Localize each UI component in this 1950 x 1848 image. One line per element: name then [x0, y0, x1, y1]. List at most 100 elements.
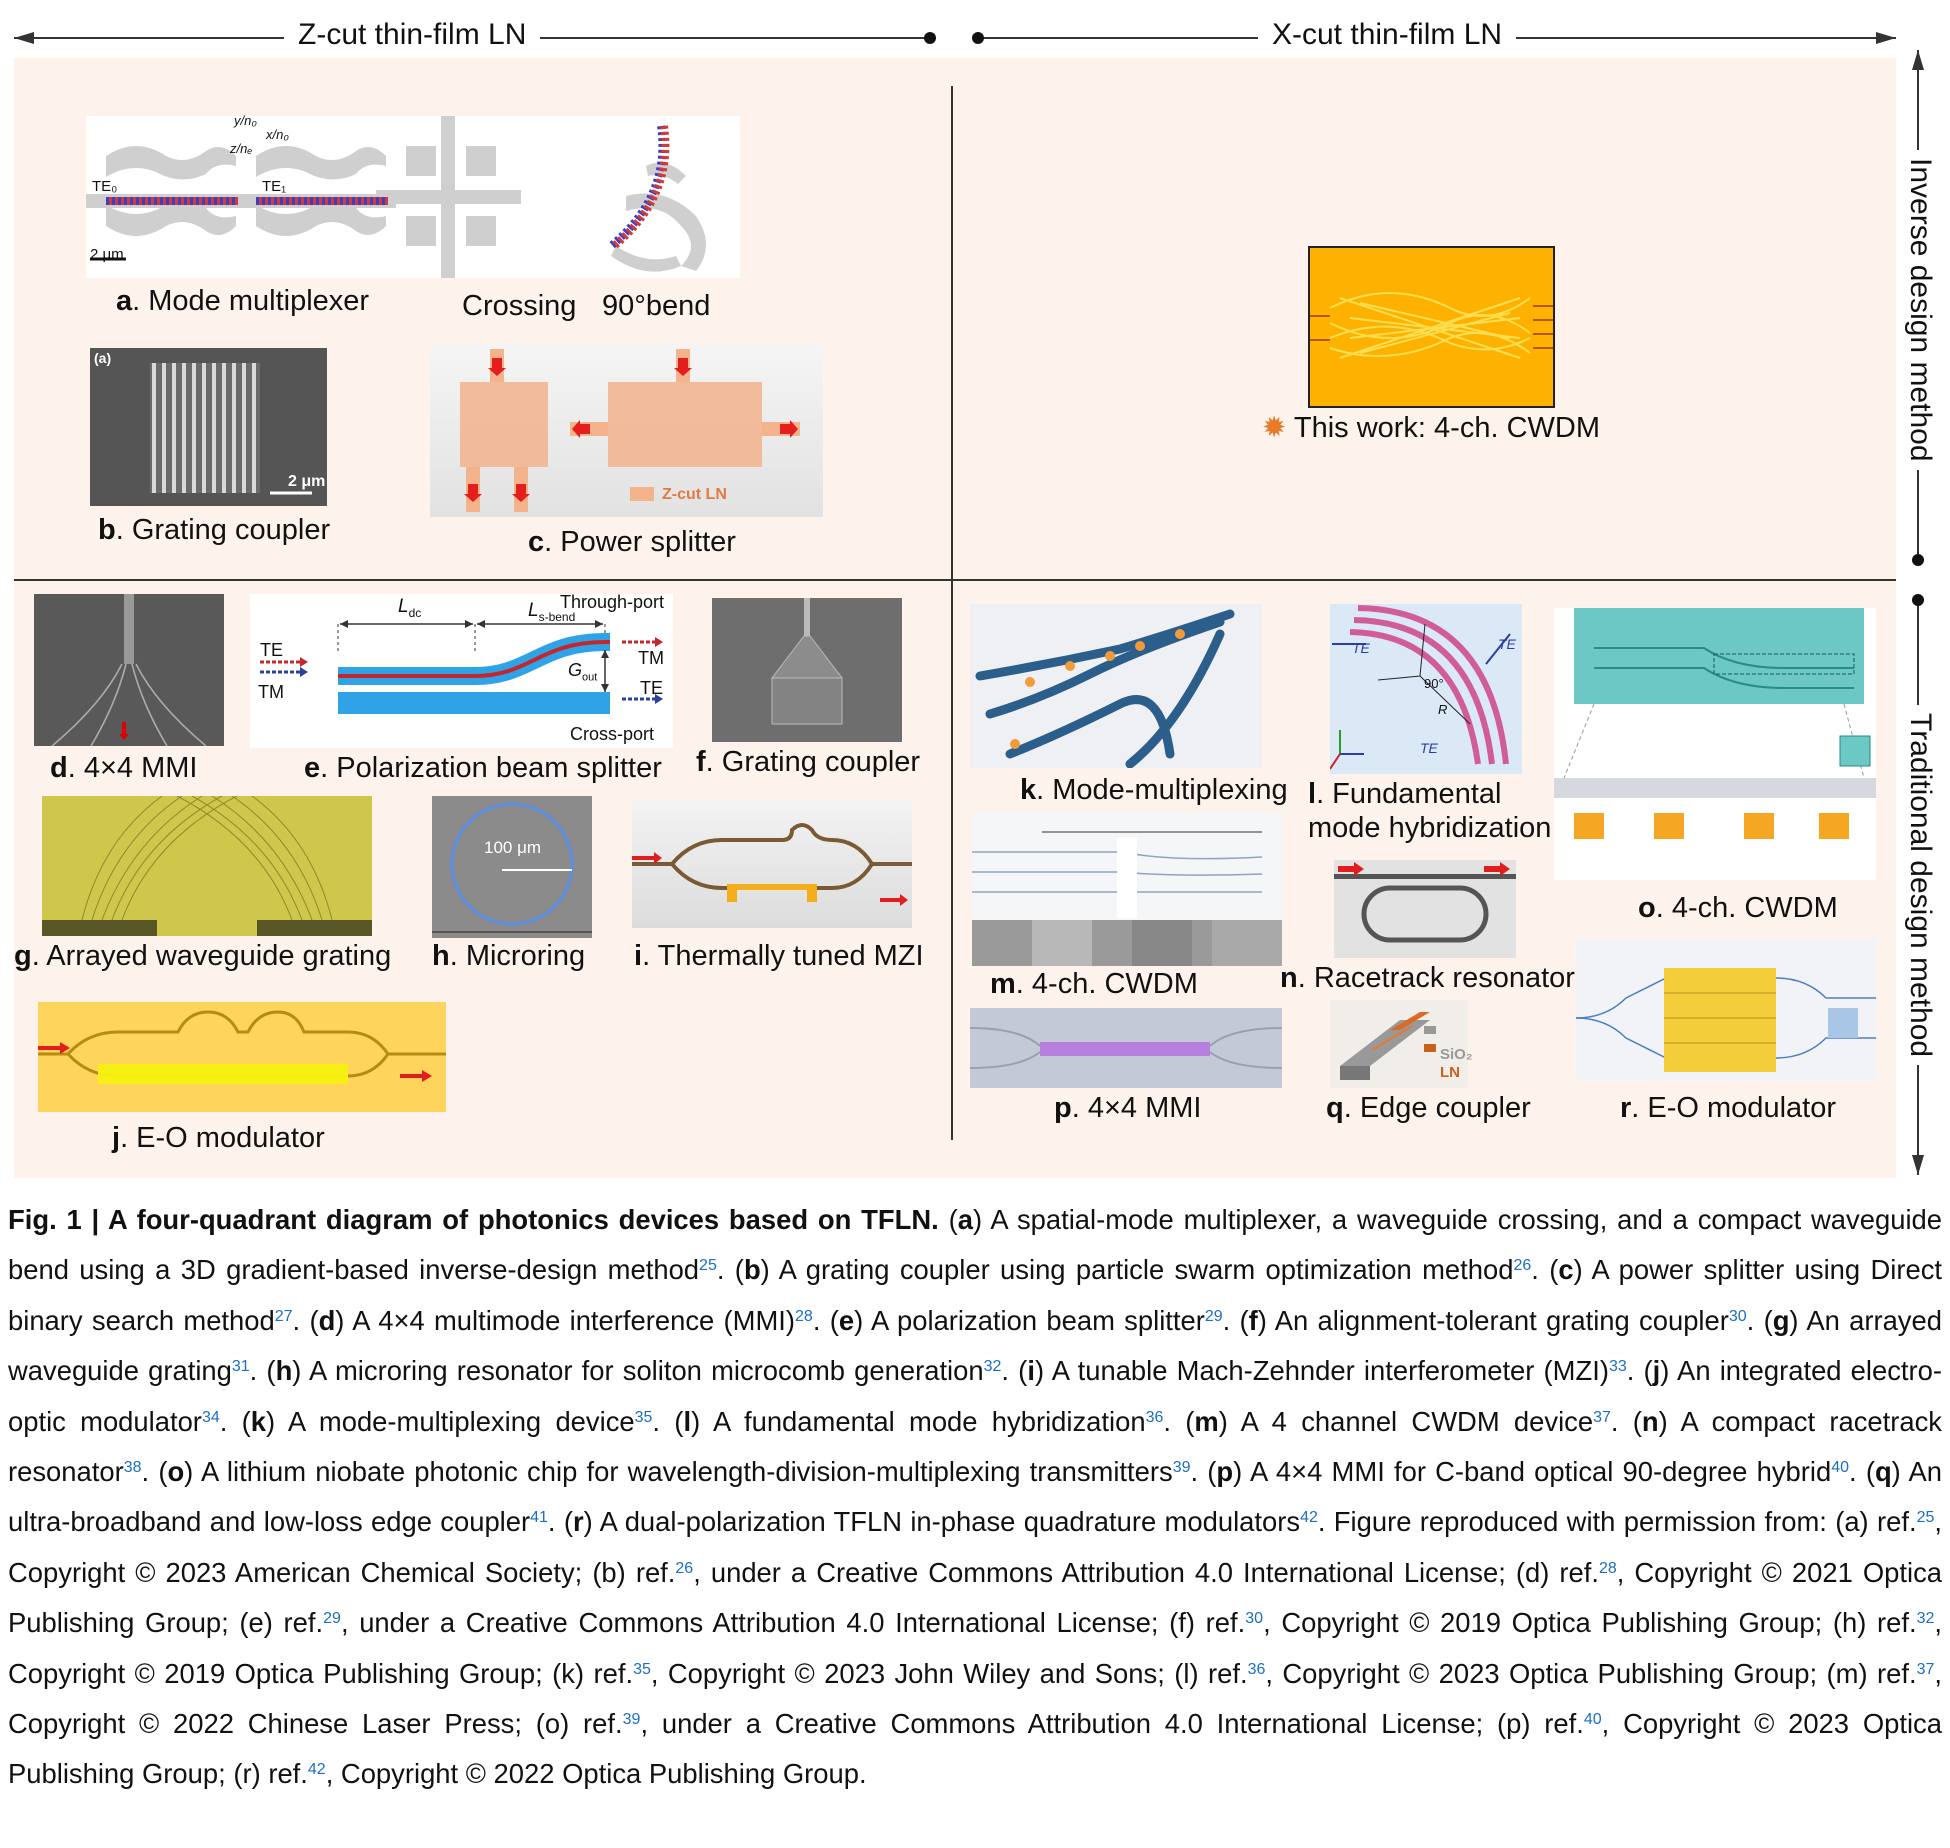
caption-panel-letter: q	[1874, 1456, 1892, 1488]
panel-a-image	[86, 116, 740, 278]
reference-link[interactable]: 37	[1593, 1408, 1611, 1426]
reference-link[interactable]: 42	[307, 1761, 326, 1779]
reference-link[interactable]: 37	[1916, 1660, 1935, 1678]
caption-j: j. E-O modulator	[112, 1122, 325, 1154]
caption-text: . Figure reproduced with permission from…	[1317, 1506, 1917, 1538]
reference-link[interactable]: 31	[231, 1358, 250, 1376]
l-te1: TE	[1352, 640, 1370, 656]
caption-b: b. Grating coupler	[98, 514, 331, 546]
reference-link[interactable]: 28	[795, 1307, 813, 1325]
caption-text: ) A dual-polarization TFLN in-phase quad…	[583, 1506, 1301, 1538]
caption-text: , Copyright © 2023 Optica Publishing Gro…	[1265, 1657, 1917, 1689]
caption-panel-letter: d	[318, 1304, 336, 1336]
caption-panel-letter: h	[275, 1355, 293, 1387]
panel-h-image	[432, 796, 592, 938]
reference-link[interactable]: 40	[1583, 1711, 1602, 1729]
caption-l: l. Fundamental	[1308, 778, 1502, 810]
l-te2: TE	[1498, 636, 1516, 652]
caption-text: . (	[219, 1405, 251, 1437]
panel-o-image	[1554, 608, 1876, 880]
reference-link[interactable]: 25	[699, 1257, 717, 1275]
panel-j-image	[38, 1002, 446, 1112]
caption-text: ) A power splitter using Direct binary s…	[8, 1254, 1943, 1336]
reference-link[interactable]: 27	[274, 1307, 293, 1325]
reference-link[interactable]: 42	[1300, 1509, 1318, 1527]
panel-b-image	[90, 348, 327, 506]
panel-c-image	[430, 344, 823, 517]
caption-h: h. Microring	[432, 940, 586, 972]
reference-link[interactable]: 29	[323, 1610, 341, 1628]
reference-link[interactable]: 29	[1204, 1307, 1223, 1325]
reference-link[interactable]: 33	[1608, 1358, 1627, 1376]
caption-f: f. Grating coupler	[696, 746, 921, 778]
caption-text: . (	[812, 1304, 839, 1336]
panel-k-image	[970, 604, 1262, 768]
caption-text: . (	[1746, 1304, 1773, 1336]
reference-link[interactable]: 40	[1831, 1459, 1850, 1477]
tm-in-label: TM	[258, 682, 284, 702]
reference-link[interactable]: 34	[201, 1408, 220, 1426]
caption-panel-letter: l	[683, 1405, 692, 1437]
caption-text: . (	[547, 1506, 573, 1538]
reference-link[interactable]: 26	[1513, 1257, 1532, 1275]
caption-q: q. Edge coupler	[1326, 1092, 1531, 1124]
reference-link[interactable]: 36	[1145, 1408, 1164, 1426]
caption-panel-letter: n	[1641, 1405, 1659, 1437]
reference-link[interactable]: 35	[634, 1408, 653, 1426]
panel-b-tag: (a)	[94, 350, 112, 366]
reference-link[interactable]: 30	[1728, 1307, 1747, 1325]
panel-r-image	[1576, 938, 1876, 1080]
caption-c: c. Power splitter	[528, 526, 736, 558]
scale-bar-h: 100 μm	[484, 838, 542, 857]
caption-text: ) An integrated electro-optic modulator	[8, 1355, 1943, 1437]
lsbend-label: Ls-bend	[528, 600, 576, 624]
reference-link[interactable]: 35	[633, 1660, 651, 1678]
axis-y-label: y/n₀	[234, 113, 257, 128]
caption-crossing: Crossing	[462, 290, 577, 322]
caption-text: , Copyright © 2023 Optica Publishing Gro…	[8, 1708, 1942, 1790]
caption-text: (	[938, 1204, 958, 1235]
caption-text: ) A polarization beam splitter	[854, 1304, 1205, 1336]
x-cut-label: X-cut thin-film LN	[1258, 18, 1517, 52]
caption-g: g. Arrayed waveguide grating	[14, 940, 392, 972]
caption-this-work: ✹ This work: 4-ch. CWDM	[1262, 412, 1600, 444]
reference-link[interactable]: 26	[675, 1559, 694, 1577]
reference-link[interactable]: 25	[1916, 1509, 1935, 1527]
caption-r: r. E-O modulator	[1620, 1092, 1836, 1124]
te-in-label: TE	[260, 640, 284, 660]
reference-link[interactable]: 41	[530, 1509, 548, 1527]
caption-text: . (	[1849, 1456, 1875, 1488]
cross-port-label: Cross-port	[570, 724, 655, 744]
inverse-design-label: Inverse design method	[1903, 150, 1937, 470]
caption-text: , Copyright © 2023 John Wiley and Sons; …	[650, 1657, 1248, 1689]
caption-panel-letter: c	[1558, 1254, 1574, 1286]
caption-text: . (	[1163, 1405, 1195, 1437]
reference-link[interactable]: 39	[622, 1711, 641, 1729]
reference-link[interactable]: 39	[1172, 1459, 1191, 1477]
caption-text: , under a Creative Commons Attribution 4…	[693, 1556, 1599, 1588]
ln-label: LN	[1440, 1064, 1460, 1081]
te-out-label: TE	[640, 678, 664, 698]
caption-panel-letter: g	[1772, 1304, 1790, 1336]
caption-text: ) A 4×4 multimode interference (MMI)	[335, 1304, 796, 1336]
caption-text: ) A grating coupler using particle swarm…	[760, 1254, 1514, 1286]
reference-link[interactable]: 36	[1247, 1660, 1266, 1678]
caption-text: , under a Creative Commons Attribution 4…	[340, 1607, 1246, 1639]
l-radius: R	[1438, 702, 1448, 717]
panel-f-image	[712, 598, 902, 742]
caption-text: ) A spatial-mode multiplexer, a waveguid…	[8, 1204, 1942, 1286]
reference-link[interactable]: 30	[1245, 1610, 1264, 1628]
panel-q-image	[1330, 1000, 1468, 1088]
reference-link[interactable]: 28	[1598, 1559, 1617, 1577]
reference-link[interactable]: 32	[983, 1358, 1002, 1376]
panel-a-axes: y/n₀ x/n₀ z/nₑ	[230, 113, 289, 156]
reference-link[interactable]: 32	[1916, 1610, 1935, 1628]
caption-m: m. 4-ch. CWDM	[990, 968, 1198, 1000]
reference-link[interactable]: 38	[123, 1459, 142, 1477]
panel-g-image	[42, 796, 372, 936]
caption-text: ) A 4 channel CWDM device	[1218, 1405, 1594, 1437]
caption-text: , Copyright © 2019 Optica Publishing Gro…	[1263, 1607, 1917, 1639]
caption-panel-letter: m	[1194, 1405, 1219, 1437]
panel-d-image	[34, 594, 224, 746]
caption-text: ) An alignment-tolerant grating coupler	[1257, 1304, 1729, 1336]
